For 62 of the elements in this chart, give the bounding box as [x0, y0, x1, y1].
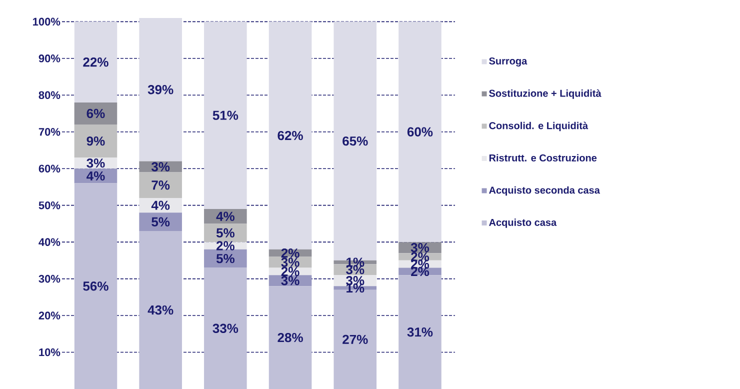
bar [268, 286, 312, 389]
bar [204, 249, 247, 268]
legend-label: Ristrutt. e Costruzione [489, 154, 597, 162]
bar [139, 231, 182, 389]
data-label: 3% [86, 158, 105, 168]
bar [139, 18, 182, 162]
y-tick-label: 10% [39, 348, 60, 356]
bar [74, 168, 118, 184]
data-label: 6% [86, 108, 105, 118]
legend-label: Sostituzione + Liquidità [489, 89, 602, 99]
data-label: 51% [212, 110, 238, 120]
data-label: 5% [152, 217, 170, 226]
y-tick-label: 40% [38, 238, 60, 246]
bar [398, 22, 442, 242]
bar [139, 212, 182, 232]
data-label: 39% [148, 85, 174, 94]
data-label: 43% [148, 305, 174, 315]
data-label: 9% [86, 136, 105, 146]
bar [268, 22, 312, 250]
data-label: 2% [216, 241, 234, 250]
bar [74, 124, 118, 158]
data-label: 27% [342, 334, 368, 344]
bar [204, 224, 247, 242]
data-label: 3% [281, 276, 300, 286]
data-label: 60% [407, 127, 433, 136]
y-tick-label: 20% [38, 312, 60, 320]
data-label: 5% [216, 254, 234, 264]
data-label: 62% [278, 130, 303, 140]
y-tick-label: 60% [38, 164, 60, 172]
data-label: 3% [281, 258, 300, 267]
bar [74, 183, 118, 389]
data-label: 7% [152, 180, 170, 190]
y-tick-label: 80% [38, 91, 60, 100]
y-tick-label: 70% [38, 128, 60, 136]
bar [74, 102, 118, 125]
data-label: 22% [83, 57, 108, 67]
data-label: 3% [151, 162, 170, 172]
legend-label: Acquisto casa [489, 218, 557, 228]
y-tick-label: 30% [38, 274, 60, 283]
legend-label: Acquisto seconda casa [489, 186, 600, 196]
data-label: 3% [410, 242, 430, 252]
y-tick-label: 50% [38, 201, 60, 210]
data-label: 4% [86, 171, 105, 181]
data-label: 5% [216, 228, 234, 238]
data-label: 4% [216, 212, 234, 221]
data-label: 2% [281, 248, 300, 258]
data-label: 31% [407, 327, 433, 337]
bar [139, 172, 182, 198]
y-tick-label: 100% [33, 18, 60, 26]
data-label: 2% [281, 266, 300, 276]
data-label: 33% [212, 324, 238, 333]
y-tick-label: 90% [38, 54, 60, 62]
bar [398, 275, 442, 389]
legend-label: Consolid. e Liquidità [489, 122, 588, 132]
legend-label: Surroga [489, 57, 528, 67]
bar [204, 22, 247, 210]
bar [74, 22, 118, 102]
data-label: 65% [342, 136, 368, 146]
data-label: 28% [278, 332, 303, 342]
data-label: 4% [151, 200, 170, 210]
data-label: 56% [83, 282, 108, 291]
bar [204, 268, 247, 389]
